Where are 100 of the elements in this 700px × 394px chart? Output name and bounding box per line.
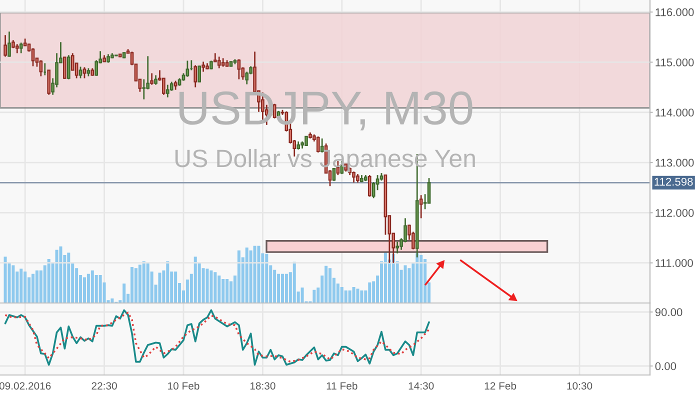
- bar: [166, 261, 170, 303]
- bar: [237, 250, 240, 303]
- bar: [214, 272, 217, 303]
- bar: [249, 250, 252, 303]
- candlestick: [316, 136, 320, 154]
- candlestick: [174, 80, 178, 90]
- bar: [352, 286, 356, 303]
- bar: [138, 264, 142, 303]
- bar: [86, 274, 90, 303]
- candlestick: [237, 58, 241, 80]
- candlestick: [78, 66, 82, 79]
- y-tick-label: 0.00: [655, 362, 676, 370]
- x-tick-label: 22:30: [92, 382, 117, 390]
- candlestick: [217, 56, 221, 69]
- x-tick-label: 10:30: [567, 382, 592, 390]
- y-tick-label: 114.000: [656, 108, 694, 117]
- bar: [284, 274, 288, 303]
- ref-line-label: 112.598: [654, 178, 693, 186]
- y-tick-label: 116.000: [656, 8, 694, 16]
- candlestick: [150, 72, 154, 86]
- bar: [300, 288, 304, 303]
- bar: [31, 274, 35, 303]
- bar: [277, 274, 280, 303]
- bar: [368, 282, 372, 303]
- bar: [4, 256, 7, 303]
- candlestick: [8, 30, 11, 58]
- bar: [35, 270, 38, 303]
- candlestick: [186, 60, 190, 78]
- y-tick-label: 90.00: [655, 308, 682, 316]
- candlestick: [194, 64, 198, 88]
- bar: [360, 290, 364, 303]
- candlestick: [39, 60, 43, 77]
- bar: [59, 246, 62, 303]
- bar: [424, 258, 427, 303]
- candlestick: [94, 60, 98, 76]
- bar: [312, 290, 316, 303]
- candlestick: [15, 43, 19, 54]
- y-tick-label: 111.000: [656, 259, 693, 268]
- x-tick-label: 14:30: [408, 382, 434, 390]
- bar: [210, 270, 213, 303]
- candlestick: [63, 56, 66, 80]
- bar: [174, 272, 178, 303]
- bar: [218, 276, 221, 303]
- bar: [273, 270, 276, 303]
- bar: [122, 284, 126, 303]
- bar: [55, 250, 58, 303]
- bar: [67, 252, 70, 303]
- y-tick-label: 115.000: [656, 58, 694, 66]
- candlestick: [304, 136, 308, 146]
- candlestick: [198, 65, 201, 82]
- candlestick: [202, 61, 205, 72]
- bar: [226, 278, 229, 303]
- bar: [206, 268, 209, 303]
- bar: [324, 266, 328, 303]
- bar: [356, 288, 360, 303]
- bar: [98, 274, 102, 303]
- x-tick-label: 18:30: [250, 382, 276, 390]
- bar: [404, 265, 407, 303]
- candlestick: [47, 70, 51, 96]
- bar: [257, 246, 260, 303]
- bar: [134, 268, 138, 303]
- candlestick: [368, 174, 372, 198]
- bar: [222, 278, 225, 303]
- bar: [416, 253, 419, 303]
- candlestick: [31, 47, 35, 67]
- candlestick: [419, 194, 423, 219]
- bar: [344, 290, 348, 303]
- bar: [82, 277, 86, 303]
- bar: [130, 266, 134, 303]
- bar: [292, 262, 296, 303]
- candlestick: [142, 78, 146, 100]
- bar: [340, 286, 344, 303]
- bar: [90, 270, 94, 303]
- bar: [420, 254, 423, 303]
- bar: [94, 274, 98, 303]
- y-tick-label: 112.000: [656, 208, 694, 217]
- bar: [253, 246, 256, 303]
- candlestick: [396, 241, 400, 254]
- bar: [280, 274, 284, 303]
- bar: [47, 258, 50, 303]
- candlestick: [352, 170, 356, 184]
- candlestick: [82, 66, 86, 79]
- bar: [158, 272, 162, 303]
- bar: [328, 268, 332, 303]
- x-tick-label: 12 Feb: [484, 382, 516, 390]
- bar: [146, 262, 150, 303]
- y-tick-label: 113.000: [656, 158, 694, 167]
- candlestick: [66, 54, 70, 80]
- bar: [142, 261, 146, 303]
- bar: [245, 248, 248, 303]
- candlestick: [4, 34, 7, 58]
- candlestick: [154, 74, 158, 86]
- bar: [194, 256, 197, 303]
- candlestick: [19, 42, 23, 54]
- candlestick: [372, 181, 376, 199]
- bar: [20, 268, 23, 303]
- bar: [24, 272, 27, 303]
- bar: [12, 265, 15, 303]
- x-tick-label: 11 Feb: [326, 382, 358, 390]
- candlestick: [245, 71, 249, 85]
